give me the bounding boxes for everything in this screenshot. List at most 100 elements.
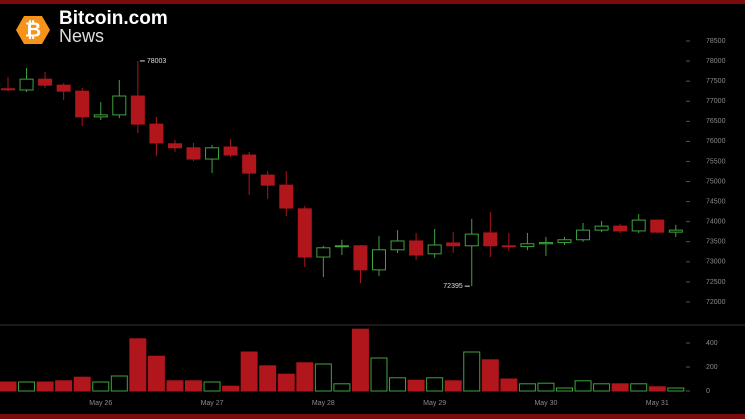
volume-bar: [500, 378, 518, 392]
volume-bar: [0, 381, 17, 392]
candle-body: [334, 245, 349, 248]
candle-body: [260, 174, 275, 186]
candle-body: [427, 244, 442, 255]
volume-bar: [518, 383, 536, 392]
candle-body: [223, 146, 238, 156]
candle-body: [668, 229, 683, 233]
y-tick-label: 78500: [706, 38, 726, 45]
volume-bar: [296, 362, 314, 392]
candle-body: [446, 242, 461, 247]
candle-body: [242, 154, 257, 174]
candle-body: [576, 229, 591, 241]
volume-bar: [55, 380, 73, 392]
candle-body: [38, 78, 53, 86]
volume-bar: [537, 382, 555, 392]
volume-bar: [36, 381, 54, 392]
candle-body: [75, 90, 90, 118]
candle-body: [372, 249, 386, 271]
volume-bar: [333, 383, 351, 392]
candle-body: [1, 88, 15, 91]
volume-bar: [630, 383, 648, 392]
y-tick-label: 74500: [706, 198, 726, 205]
volume-bar: [463, 351, 481, 392]
volume-bar: [389, 377, 407, 392]
candle-body: [594, 225, 609, 231]
volume-bar: [593, 383, 611, 392]
candle-body: [112, 95, 127, 116]
candle-body: [650, 219, 665, 233]
candle-body: [501, 245, 516, 248]
volume-bar: [426, 377, 444, 392]
y-tick-label: 78000: [706, 58, 726, 65]
candle-body: [205, 147, 220, 160]
logo: ₿ Bitcoin.com News: [16, 8, 168, 46]
volume-bar: [667, 387, 685, 392]
candle-body: [520, 243, 535, 248]
candle-body: [631, 219, 646, 232]
volume-bar: [314, 363, 332, 392]
bottom-band: [0, 414, 745, 419]
volume-bar: [574, 380, 592, 392]
volume-bar: [166, 380, 184, 392]
candle-body: [390, 240, 405, 251]
volume-bar: [556, 387, 573, 392]
volume-bar: [407, 379, 425, 392]
candle-body: [93, 114, 108, 118]
candle-body: [613, 225, 628, 232]
volume-bar: [129, 338, 147, 392]
candle-body: [316, 247, 331, 258]
volume-bar: [185, 380, 202, 392]
x-tick-label: May 27: [201, 400, 224, 407]
max-label: 78003: [147, 58, 167, 65]
volume-bar: [222, 385, 240, 392]
y-tick-label: 73000: [706, 259, 726, 266]
top-band: [0, 0, 745, 4]
candle-body: [557, 239, 572, 244]
x-tick-label: May 28: [312, 400, 335, 407]
candle-body: [353, 245, 368, 271]
candle-body: [167, 143, 182, 149]
y-tick-label: 77000: [706, 98, 726, 105]
volume-bar: [611, 383, 629, 392]
volume-bar: [92, 381, 110, 392]
y-tick-label: 73500: [706, 239, 726, 246]
volume-bar: [240, 351, 258, 392]
candle-body: [130, 95, 145, 125]
volume-bar: [203, 381, 221, 392]
candle-body: [297, 208, 312, 258]
y-tick-label: 75500: [706, 158, 726, 165]
volume-bar: [147, 355, 165, 392]
volume-bar: [648, 386, 666, 392]
y-tick-label: 76500: [706, 118, 726, 125]
candle-body: [279, 184, 294, 209]
x-tick-label: May 26: [89, 400, 112, 407]
volume-bar: [481, 359, 499, 392]
volume-bar: [259, 365, 277, 392]
candle-body: [19, 78, 34, 91]
candle-body: [483, 232, 498, 247]
logo-symbol: ₿: [25, 19, 41, 41]
volume-bar: [277, 373, 295, 392]
x-tick-label: May 29: [423, 400, 446, 407]
x-tick-label: May 30: [534, 400, 557, 407]
logo-subtitle: News: [59, 26, 104, 46]
logo-title: Bitcoin.com: [59, 8, 168, 29]
candle-body: [186, 147, 201, 160]
candle-body: [464, 233, 479, 247]
volume-bar: [110, 375, 128, 392]
y-tick-label: 77500: [706, 78, 726, 85]
volume-bar: [18, 381, 36, 392]
volume-tick-label: 200: [706, 364, 718, 371]
y-tick-label: 74000: [706, 219, 726, 226]
candle-body: [409, 240, 424, 256]
candle-body: [56, 84, 71, 92]
candle-body: [149, 123, 164, 144]
volume-bar: [444, 380, 462, 392]
y-tick-label: 72500: [706, 279, 726, 286]
logo-icon: [16, 16, 50, 44]
volume-bar: [370, 357, 388, 392]
volume-bar: [351, 328, 369, 392]
